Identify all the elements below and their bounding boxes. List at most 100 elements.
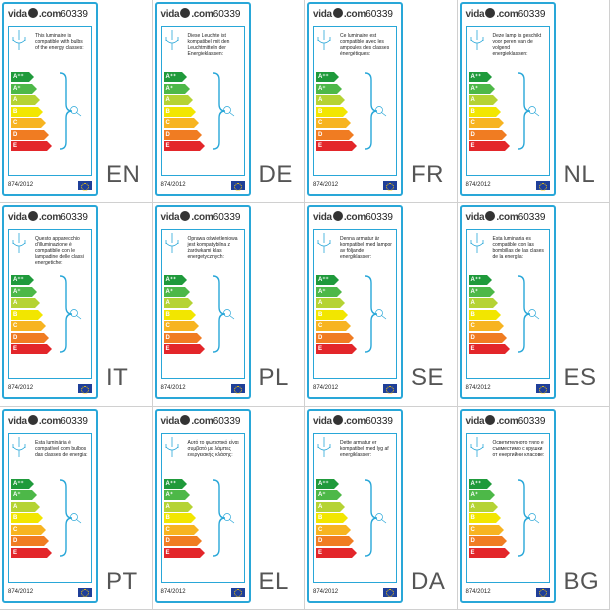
energy-class-bar: A⁺⁺: [316, 275, 339, 286]
vidaxl-logo: vida .com: [313, 211, 366, 224]
eu-flag-icon: [230, 587, 245, 598]
label-footer: 874/2012: [161, 586, 245, 600]
energy-class-bar: C: [163, 524, 199, 535]
energy-class-bar: D: [468, 129, 507, 140]
label-cell-bg: vida .com 60339 Осветителното тяло е съвм…: [457, 406, 610, 610]
product-code: 60339: [212, 415, 241, 427]
label-body: Esta luminária é compatível com bulbos d…: [8, 432, 92, 583]
energy-class-bar: C: [316, 524, 351, 535]
energy-class-bar: E: [163, 547, 205, 558]
energy-class-bar: B: [163, 513, 196, 524]
bulb-icon: [375, 106, 387, 117]
energy-class-bar: E: [11, 141, 52, 151]
energy-class-bar: D: [316, 536, 354, 547]
label-footer: 874/2012: [161, 179, 245, 193]
vidaxl-logo: vida .com: [465, 414, 519, 427]
regulation-number: 874/2012: [465, 588, 491, 595]
eu-flag-icon: [383, 181, 397, 191]
vidaxl-logo: vida .com: [8, 414, 61, 427]
regulation-number: 874/2012: [8, 588, 34, 595]
energy-class-bar: D: [11, 536, 49, 547]
brace-icon: [364, 72, 378, 150]
compatibility-text: Esta luminaria es compatible con las bom…: [492, 236, 544, 261]
vidaxl-logo: vida .com: [465, 211, 519, 224]
product-code: 60339: [365, 415, 393, 427]
energy-class-bar: A⁺: [316, 490, 342, 501]
label-footer: 874/2012: [466, 586, 550, 600]
label-body: Esta luminaria es compatible con las bom…: [465, 229, 550, 380]
energy-class-scale: A⁺⁺ A⁺ A B C D E: [316, 478, 357, 560]
eu-flag-icon: [535, 587, 550, 598]
energy-class-bar: B: [163, 309, 196, 320]
energy-class-scale: A⁺⁺ A⁺ A B C D E: [163, 275, 205, 356]
chandelier-icon: [470, 233, 483, 254]
energy-class-bar: A⁺: [316, 286, 342, 297]
regulation-number: 874/2012: [313, 588, 339, 595]
label-header: vida .com 60339: [8, 211, 92, 227]
energy-label-card: vida .com 60339 Αυτό το φωτιστικό είναι σ…: [154, 408, 251, 603]
regulation-number: 874/2012: [8, 182, 34, 188]
chandelier-icon: [470, 436, 483, 457]
language-code: PL: [258, 364, 289, 392]
brace-icon: [364, 275, 378, 354]
vidaxl-logo: vida .com: [465, 8, 519, 20]
energy-class-bar: D: [163, 332, 202, 343]
energy-class-bar: A⁺⁺: [316, 478, 339, 489]
bulb-icon: [527, 512, 539, 523]
label-footer: 874/2012: [466, 382, 550, 396]
label-footer: 874/2012: [161, 382, 245, 396]
energy-class-bar: A: [316, 501, 345, 512]
energy-label-card: vida .com 60339 Questo apparecchio d'illu…: [2, 205, 98, 400]
energy-class-bar: C: [11, 524, 46, 535]
energy-class-bar: E: [11, 547, 52, 558]
compatibility-text: This luminaire is compatible with bulbs …: [35, 33, 84, 51]
energy-class-bar: A⁺⁺: [163, 478, 187, 489]
chandelier-icon: [165, 436, 178, 457]
energy-class-bar: A⁺: [316, 83, 342, 94]
energy-class-bar: C: [163, 321, 199, 332]
regulation-number: 874/2012: [313, 182, 339, 188]
energy-class-bar: A: [163, 501, 193, 512]
brace-icon: [517, 478, 530, 557]
brace-icon: [212, 72, 225, 150]
label-body: Αυτό το φωτιστικό είναι συμβατό με λάμπε…: [160, 432, 245, 583]
compatibility-text: Αυτό το φωτιστικό είναι συμβατό με λάμπε…: [187, 439, 239, 458]
energy-class-bar: A⁺⁺: [11, 478, 34, 489]
label-cell-es: vida .com 60339 Esta luminaria es compati…: [457, 203, 610, 407]
label-body: Deze lamp is geschikt voor peren van de …: [465, 26, 550, 176]
vidaxl-logo: vida .com: [160, 414, 214, 427]
compatibility-text: Questo apparecchio d'illuminazione è com…: [35, 236, 84, 267]
energy-class-bar: A: [163, 95, 193, 105]
label-cell-da: vida .com 60339 Dette armatur er kompatib…: [305, 406, 458, 610]
language-code: DE: [258, 161, 293, 188]
energy-class-scale: A⁺⁺ A⁺ A B C D E: [163, 478, 205, 560]
energy-class-bar: C: [11, 321, 46, 332]
label-header: vida .com 60339: [313, 8, 397, 24]
product-code: 60339: [212, 212, 241, 224]
compatibility-text: Oprawa oświetleniowa jest kompatybilna z…: [187, 236, 238, 261]
energy-class-scale: A⁺⁺ A⁺ A B C D E: [468, 275, 510, 356]
brace-icon: [59, 275, 73, 354]
bulb-icon: [70, 512, 82, 523]
vidaxl-logo: vida .com: [313, 414, 366, 427]
energy-class-bar: A⁺⁺: [11, 72, 34, 82]
energy-class-bar: A: [468, 95, 498, 105]
label-cell-fr: vida .com 60339 Ce luminaire est compatib…: [305, 0, 458, 204]
energy-class-bar: B: [316, 106, 348, 117]
label-header: vida .com 60339: [160, 414, 245, 431]
energy-class-scale: A⁺⁺ A⁺ A B C D E: [468, 72, 510, 153]
product-code: 60339: [517, 9, 546, 20]
energy-class-bar: C: [468, 524, 504, 535]
product-code: 60339: [365, 212, 393, 224]
energy-class-bar: A⁺: [468, 286, 495, 297]
energy-class-bar: A: [163, 298, 193, 309]
energy-label-card: vida .com 60339 Esta luminária é compatív…: [2, 408, 98, 603]
vidaxl-logo: vida .com: [160, 211, 214, 224]
energy-label-card: vida .com 60339 Ce luminaire est compatib…: [307, 2, 403, 196]
label-body: Ce luminaire est compatible avec les amp…: [313, 26, 397, 176]
energy-class-bar: A: [11, 298, 40, 309]
chandelier-icon: [317, 30, 331, 50]
label-footer: 874/2012: [466, 179, 550, 193]
label-body: Осветителното тяло е съвместимо с крушки…: [465, 432, 550, 583]
energy-class-bar: D: [468, 332, 507, 343]
